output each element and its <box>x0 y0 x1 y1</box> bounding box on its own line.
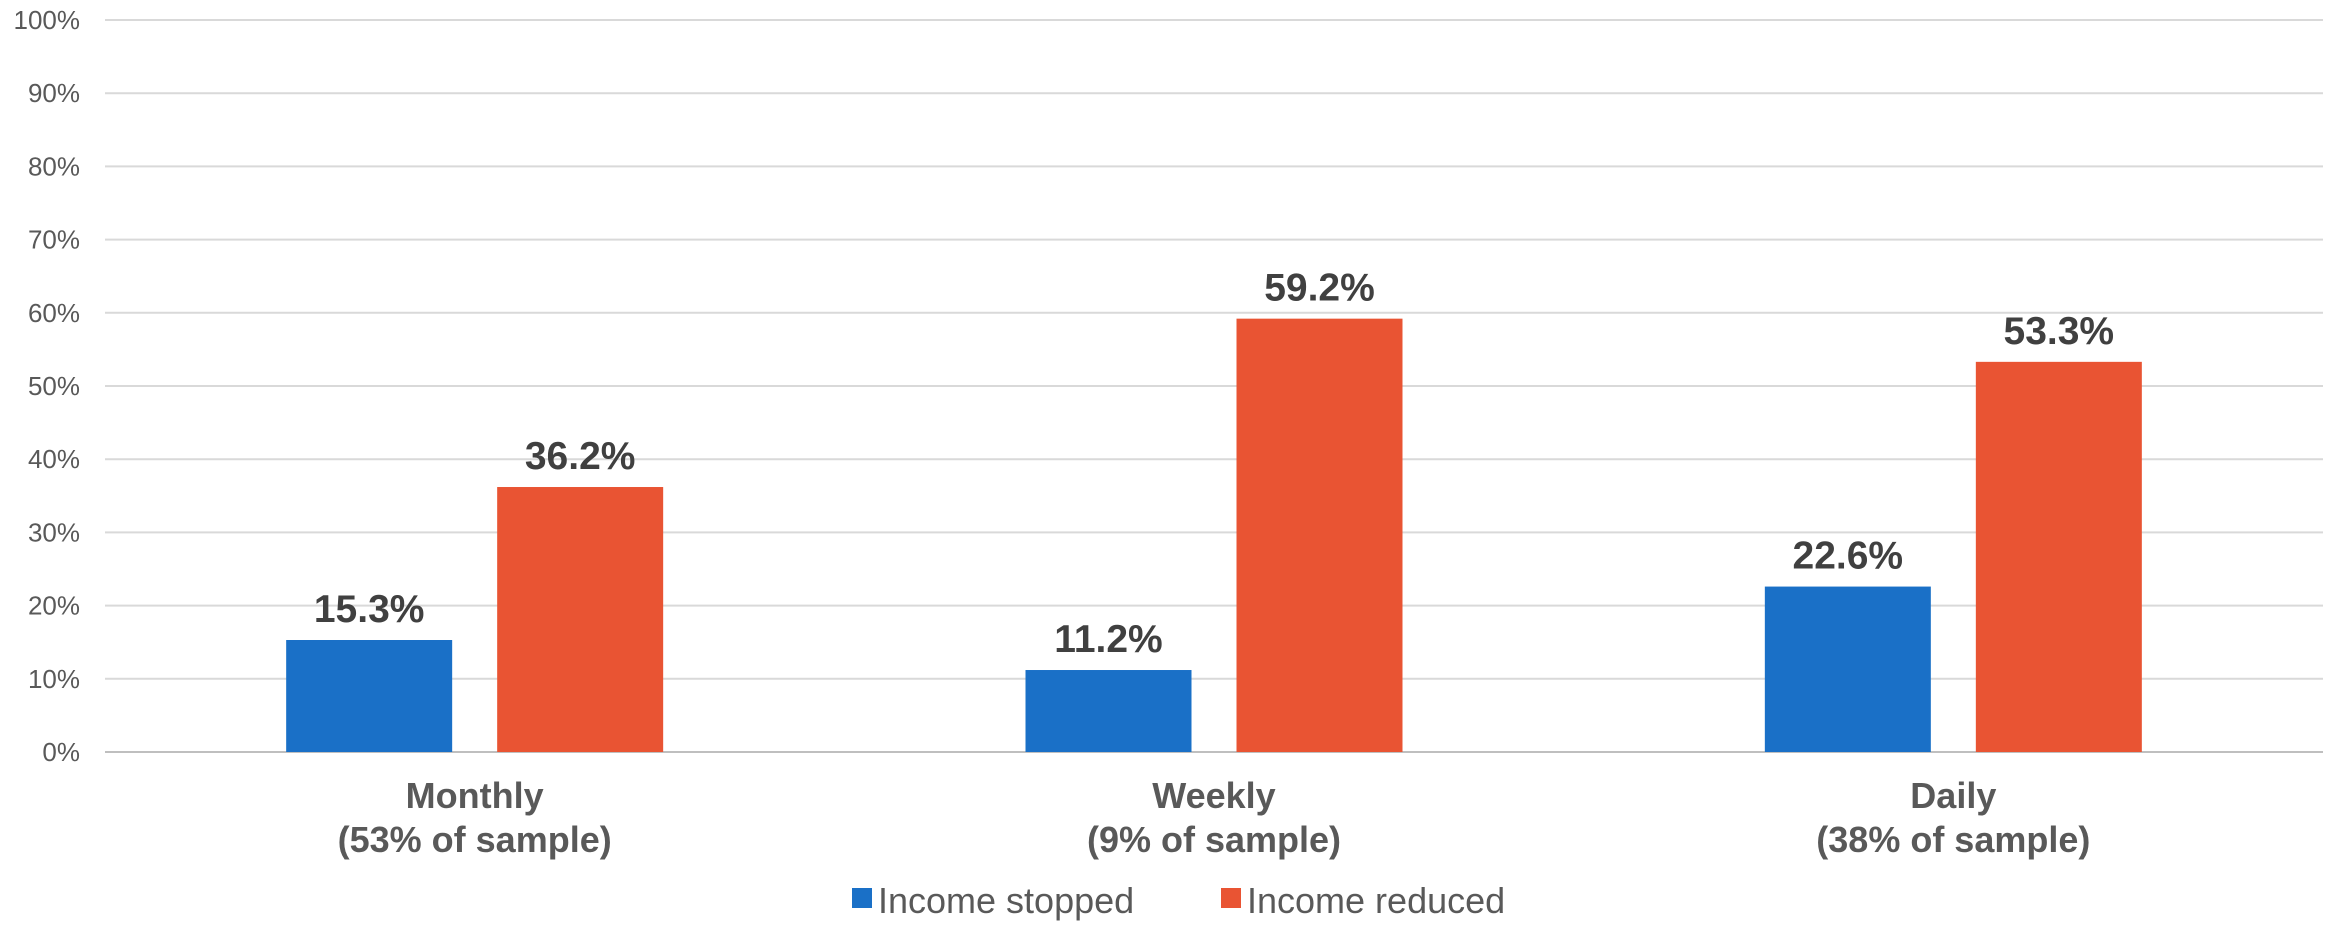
data-label: 15.3% <box>314 588 425 631</box>
bar <box>497 487 664 752</box>
x-category-label: Daily <box>1910 775 1996 816</box>
bar <box>1975 361 2142 752</box>
data-label: 59.2% <box>1264 267 1375 310</box>
legend-swatch <box>1221 888 1241 908</box>
x-category-label: Monthly <box>406 775 544 816</box>
legend-swatch <box>852 888 872 908</box>
y-tick-label: 40% <box>28 444 80 474</box>
y-tick-label: 70% <box>28 225 80 255</box>
y-tick-label: 100% <box>14 5 81 35</box>
legend: Income stopped Income reduced <box>852 880 1505 921</box>
data-label: 53.3% <box>2004 310 2115 353</box>
bar <box>286 640 453 752</box>
y-tick-label: 60% <box>28 298 80 328</box>
legend-label: Income reduced <box>1247 880 1505 921</box>
y-tick-label: 50% <box>28 371 80 401</box>
gridlines <box>105 19 2323 753</box>
y-tick-label: 20% <box>28 591 80 621</box>
data-label: 36.2% <box>525 435 636 478</box>
legend-label: Income stopped <box>878 880 1134 921</box>
y-tick-label: 90% <box>28 78 80 108</box>
data-label: 11.2% <box>1054 618 1162 661</box>
bars <box>286 318 2142 752</box>
y-tick-label: 10% <box>28 664 80 694</box>
y-axis-ticks: 0% 10% 20% 30% 40% 50% 60% 70% 80% 90% 100% <box>14 5 81 767</box>
bar <box>1764 586 1931 752</box>
y-tick-label: 0% <box>42 737 80 767</box>
y-tick-label: 80% <box>28 151 80 181</box>
x-category-sublabel: (38% of sample) <box>1816 819 2090 860</box>
x-category-sublabel: (53% of sample) <box>338 819 612 860</box>
y-tick-label: 30% <box>28 517 80 547</box>
x-category-label: Weekly <box>1152 775 1275 816</box>
data-labels: 15.3% 36.2% 11.2% 59.2% 22.6% 53.3% <box>314 267 2114 661</box>
x-axis-categories: Monthly(53% of sample) Weekly(9% of sampl… <box>338 775 2091 860</box>
bar <box>1025 670 1192 752</box>
x-category-sublabel: (9% of sample) <box>1087 819 1341 860</box>
bar <box>1236 318 1403 752</box>
data-label: 22.6% <box>1793 535 1904 578</box>
